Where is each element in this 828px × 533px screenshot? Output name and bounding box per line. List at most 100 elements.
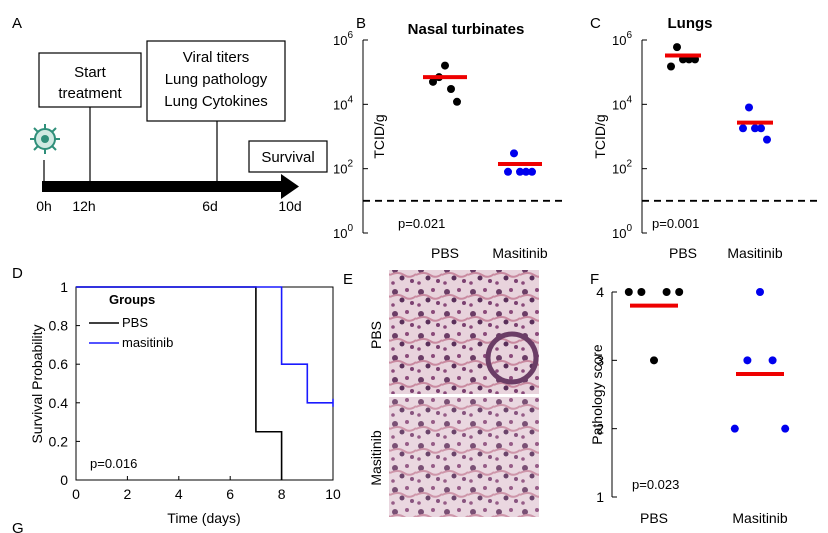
y-tick-base: 10 [612,33,626,48]
box-start-line1: Start [74,64,107,81]
chart-title-c: Lungs [668,15,713,32]
y-tick-label-b: 106 [333,30,353,48]
panel-d: D Survival Probability Time (days) Group… [12,265,334,526]
data-point-c-masitinib [745,103,753,112]
survival-curve-masitinib [76,286,333,404]
y-tick-label-c: 104 [612,94,632,112]
panel-letter-d: D [12,265,23,282]
data-point-b-pbs [453,97,461,106]
data-point-f-masitinib [768,356,777,365]
timeline-bar [42,181,282,192]
survival-x-tick-label: 10 [325,486,341,502]
x-category-label-b: PBS [431,245,459,261]
histology-label-masitinib: Masitinib [368,430,384,485]
survival-x-tick-label: 6 [226,486,234,502]
y-tick-base: 10 [333,226,347,241]
y-tick-base: 10 [612,97,626,112]
y-tick-exponent: 0 [347,223,353,234]
data-point-b-pbs [447,84,455,93]
p-value-c: p=0.001 [652,216,699,231]
panel-letter-e: E [343,271,353,288]
panel-letter-a: A [12,15,22,32]
y-tick-exponent: 0 [626,223,632,234]
tick-label-10d: 10d [278,198,301,214]
data-point-f-pbs [624,288,633,296]
data-point-c-masitinib [739,124,747,133]
p-value-b: p=0.021 [398,216,445,231]
y-tick-base: 10 [333,162,347,177]
y-tick-label-c: 100 [612,223,632,241]
x-category-label-f: PBS [640,510,668,526]
data-point-c-masitinib [757,124,765,133]
survival-y-tick-label: 1 [60,279,68,295]
data-point-b-pbs [441,61,449,70]
box-assays-line1: Viral titers [183,49,249,66]
data-point-f-masitinib [781,424,790,433]
survival-axes [75,286,334,481]
virus-icon [30,124,60,154]
survival-y-tick-label: 0.6 [49,356,69,372]
y-tick-base: 10 [333,97,347,112]
histology-image-masitinib [389,397,539,517]
box-assays-line3: Lung Cytokines [164,93,267,110]
y-tick-label-b: 102 [333,159,353,177]
survival-xlabel: Time (days) [167,510,240,526]
data-point-c-pbs [673,43,681,52]
survival-x-tick-label: 4 [175,486,183,502]
y-tick-label-f: 1 [596,489,604,505]
box-start-line2: treatment [58,85,122,102]
data-point-c-masitinib [751,124,759,133]
y-tick-exponent: 2 [347,159,353,170]
survival-y-tick-label: 0.2 [49,433,69,449]
tick-label-6d: 6d [202,198,218,214]
x-category-label-c: Masitinib [727,245,782,261]
y-tick-exponent: 4 [626,94,632,105]
tick-label-0h: 0h [36,198,52,214]
legend-label-pbs: PBS [122,315,148,330]
survival-x-tick-label: 0 [72,486,80,502]
box-assays-line2: Lung pathology [165,71,268,88]
chart-title-b: Nasal turbinates [408,21,525,38]
survival-x-tick-label: 2 [124,486,132,502]
x-category-label-c: PBS [669,245,697,261]
data-point-c-pbs [667,62,675,71]
survival-ylabel: Survival Probability [29,324,45,443]
x-category-label-f: Masitinib [732,510,787,526]
panel-a: A Start treatment Viral titers Lung path… [12,15,328,214]
timeline-arrowhead [281,174,299,199]
y-axis-label-b: TCID/g [371,114,387,158]
panel-letter-c: C [590,15,601,32]
data-point-b-masitinib [516,167,524,176]
survival-y-tick-label: 0 [60,472,68,488]
box-survival-label: Survival [261,149,314,166]
y-tick-exponent: 6 [347,30,353,41]
y-tick-label-b: 100 [333,223,353,241]
data-point-f-masitinib [743,356,752,365]
y-tick-exponent: 6 [626,30,632,41]
box-assays [146,40,286,122]
data-point-f-pbs [637,288,646,296]
data-point-f-pbs [675,288,684,296]
legend-title: Groups [109,292,155,307]
survival-y-tick-label: 0.4 [49,395,69,411]
data-point-b-masitinib [510,149,518,158]
y-tick-base: 10 [612,226,626,241]
y-tick-base: 10 [333,33,347,48]
y-tick-label-c: 106 [612,30,632,48]
data-point-b-pbs [429,77,437,86]
panel-letter-b: B [356,15,366,32]
y-tick-label-c: 102 [612,159,632,177]
panel-e: E PBS Masitinib [343,270,539,517]
data-point-b-masitinib [528,167,536,176]
x-category-label-b: Masitinib [492,245,547,261]
panel-letter-f: F [590,271,599,288]
y-tick-exponent: 2 [626,159,632,170]
box-survival [248,140,328,173]
y-axis-label-f: Pathology score [589,344,605,445]
tick-label-12h: 12h [72,198,95,214]
y-tick-exponent: 4 [347,94,353,105]
panel-letter-g: G [12,520,24,533]
box-start-treatment [38,52,142,108]
